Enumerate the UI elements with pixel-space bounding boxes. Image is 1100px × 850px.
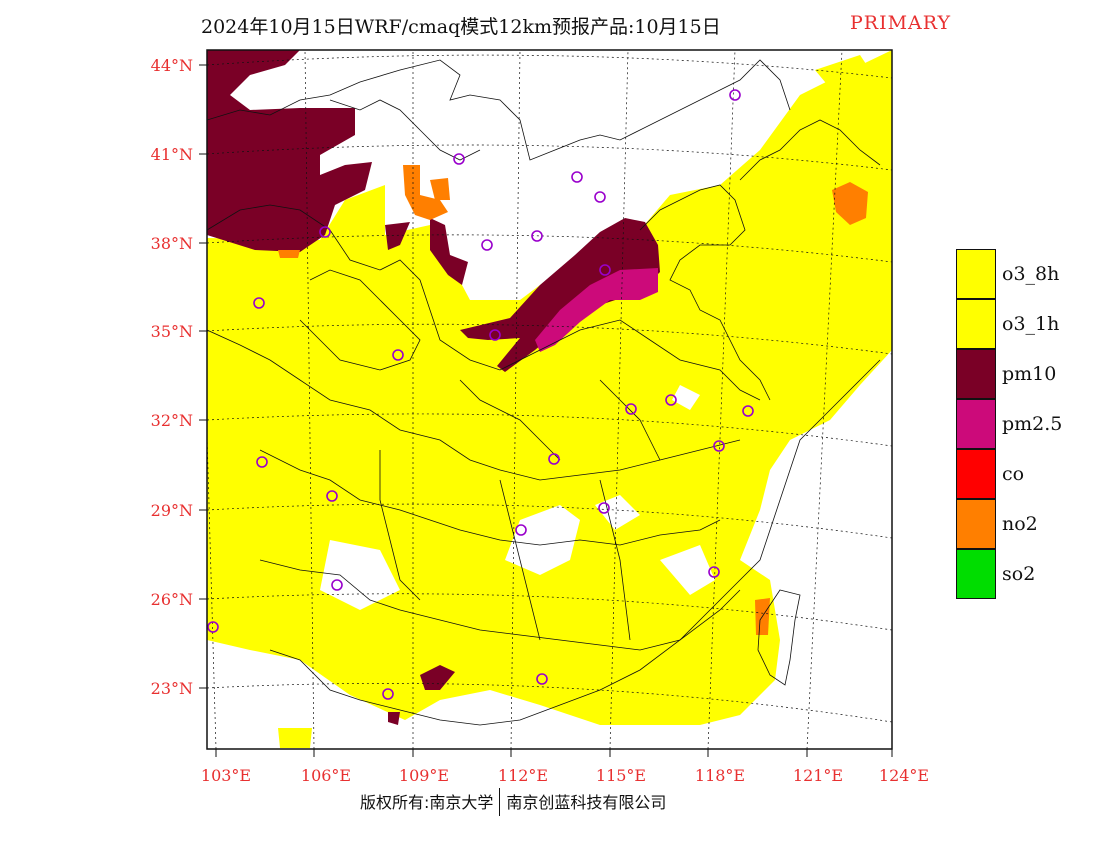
station-marker <box>382 688 394 700</box>
legend-item-pm25: pm2.5 <box>956 399 1084 449</box>
legend-label: o3_8h <box>1002 263 1060 285</box>
boundary-lines <box>207 59 881 726</box>
station-markers <box>207 89 754 700</box>
station-marker <box>548 453 560 465</box>
legend-swatch <box>956 249 996 299</box>
lon-label: 109°E <box>399 766 449 785</box>
legend-item-so2: so2 <box>956 549 1084 599</box>
lon-label: 118°E <box>695 766 745 785</box>
legend-swatch <box>956 349 996 399</box>
legend-swatch <box>956 299 996 349</box>
legend-swatch <box>956 449 996 499</box>
pm10-area <box>207 50 660 725</box>
legend-swatch <box>956 499 996 549</box>
station-marker <box>729 89 741 101</box>
copyright-footer: 版权所有:南京大学 南京创蓝科技有限公司 <box>360 788 667 816</box>
copyright-owner: 版权所有:南京大学 <box>360 793 494 812</box>
legend-label: no2 <box>1002 513 1038 535</box>
legend-item-pm10: pm10 <box>956 349 1084 399</box>
station-marker <box>489 329 501 341</box>
station-marker <box>392 349 404 361</box>
legend-label: co <box>1002 463 1025 485</box>
primary-tag: PRIMARY <box>850 12 952 34</box>
lon-label: 124°E <box>879 766 929 785</box>
station-marker <box>319 226 331 238</box>
station-marker <box>571 171 583 183</box>
station-marker <box>713 440 725 452</box>
lat-label: 38°N <box>151 234 193 253</box>
pm25-area <box>535 268 658 352</box>
station-marker <box>331 579 343 591</box>
station-marker <box>207 621 219 633</box>
lat-label: 29°N <box>151 501 193 520</box>
station-marker <box>326 490 338 502</box>
legend-swatch <box>956 549 996 599</box>
legend-item-o3-8h: o3_8h <box>956 249 1084 299</box>
station-marker <box>742 405 754 417</box>
lon-label: 106°E <box>301 766 351 785</box>
station-marker <box>708 566 720 578</box>
station-marker <box>625 403 637 415</box>
footer-divider <box>499 788 501 816</box>
lat-label: 32°N <box>151 411 193 430</box>
station-marker <box>598 502 610 514</box>
map-title: 2024年10月15日WRF/cmaq模式12km预报产品:10月15日 <box>201 16 721 38</box>
lon-label: 103°E <box>201 766 251 785</box>
graticule <box>207 50 892 749</box>
station-marker <box>536 673 548 685</box>
station-marker <box>481 239 493 251</box>
lat-label: 44°N <box>151 56 193 75</box>
legend-item-o3-1h: o3_1h <box>956 299 1084 349</box>
lon-label: 112°E <box>498 766 548 785</box>
lon-label: 121°E <box>793 766 843 785</box>
copyright-company: 南京创蓝科技有限公司 <box>506 793 667 812</box>
lat-label: 23°N <box>151 679 193 698</box>
lat-label: 26°N <box>151 590 193 609</box>
station-marker <box>594 191 606 203</box>
lat-label: 35°N <box>151 322 193 341</box>
station-marker <box>515 524 527 536</box>
tick-marks <box>199 64 893 757</box>
station-marker <box>256 456 268 468</box>
legend-label: pm10 <box>1002 363 1057 385</box>
station-marker <box>599 264 611 276</box>
station-marker <box>253 297 265 309</box>
lat-label: 41°N <box>151 145 193 164</box>
station-marker <box>665 394 677 406</box>
longitude-labels: 103°E 106°E 109°E 112°E 115°E 118°E 121°… <box>201 766 929 785</box>
map-frame <box>206 49 893 750</box>
lon-label: 115°E <box>596 766 646 785</box>
title-row: 2024年10月15日WRF/cmaq模式12km预报产品:10月15日 PRI… <box>0 12 1100 42</box>
legend-label: so2 <box>1002 563 1036 585</box>
clean-area <box>207 130 715 700</box>
legend-item-no2: no2 <box>956 499 1084 549</box>
legend-label: pm2.5 <box>1002 413 1063 435</box>
station-marker <box>453 153 465 165</box>
legend-item-co: co <box>956 449 1084 499</box>
legend-swatch <box>956 399 996 449</box>
latitude-labels: 44°N 41°N 38°N 35°N 32°N 29°N 26°N 23°N <box>151 56 193 698</box>
legend-label: o3_1h <box>1002 313 1060 335</box>
pollutant-legend: o3_8h o3_1h pm10 pm2.5 co no2 so2 <box>956 249 1084 599</box>
station-marker <box>531 230 543 242</box>
